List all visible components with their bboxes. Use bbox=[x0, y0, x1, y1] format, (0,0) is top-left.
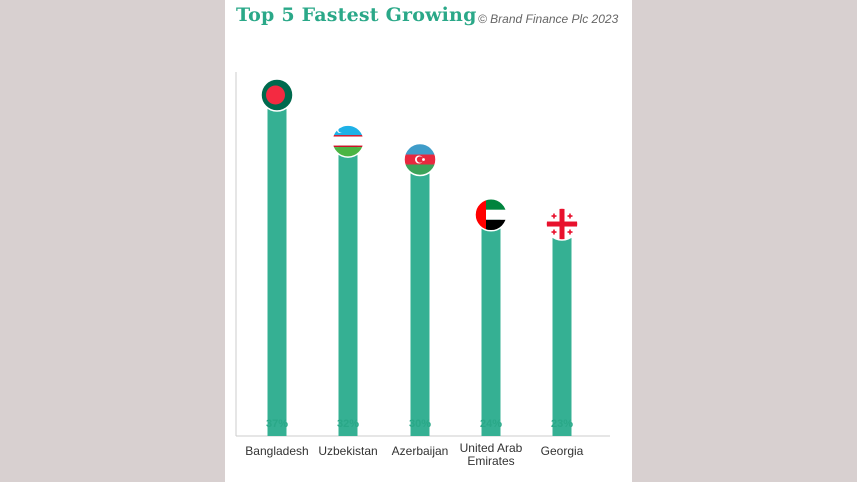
category-label: United Arab bbox=[460, 441, 523, 455]
value-label: 37% bbox=[266, 418, 288, 430]
copyright-text: © Brand Finance Plc 2023 bbox=[478, 12, 619, 26]
category-label: Emirates bbox=[467, 454, 514, 468]
georgia-flag-icon bbox=[545, 207, 579, 241]
uzbekistan-flag-icon bbox=[331, 124, 365, 158]
bar-4 bbox=[552, 224, 572, 436]
category-label: Bangladesh bbox=[245, 444, 308, 458]
value-label: 32% bbox=[337, 418, 359, 430]
bar-3 bbox=[481, 214, 501, 436]
chart-title: Top 5 Fastest Growing bbox=[236, 4, 477, 26]
category-label: Azerbaijan bbox=[392, 444, 449, 458]
bar-2 bbox=[410, 159, 430, 436]
value-label: 24% bbox=[480, 418, 502, 430]
bar-0 bbox=[267, 95, 287, 436]
bar-1 bbox=[338, 141, 358, 436]
value-label: 23% bbox=[551, 418, 573, 430]
value-label: 30% bbox=[409, 418, 431, 430]
bangladesh-flag-icon bbox=[260, 78, 294, 112]
category-label: Uzbekistan bbox=[318, 444, 377, 458]
azerbaijan-flag-icon bbox=[403, 142, 437, 177]
uae-flag-icon bbox=[474, 198, 508, 232]
category-label: Georgia bbox=[541, 444, 584, 458]
